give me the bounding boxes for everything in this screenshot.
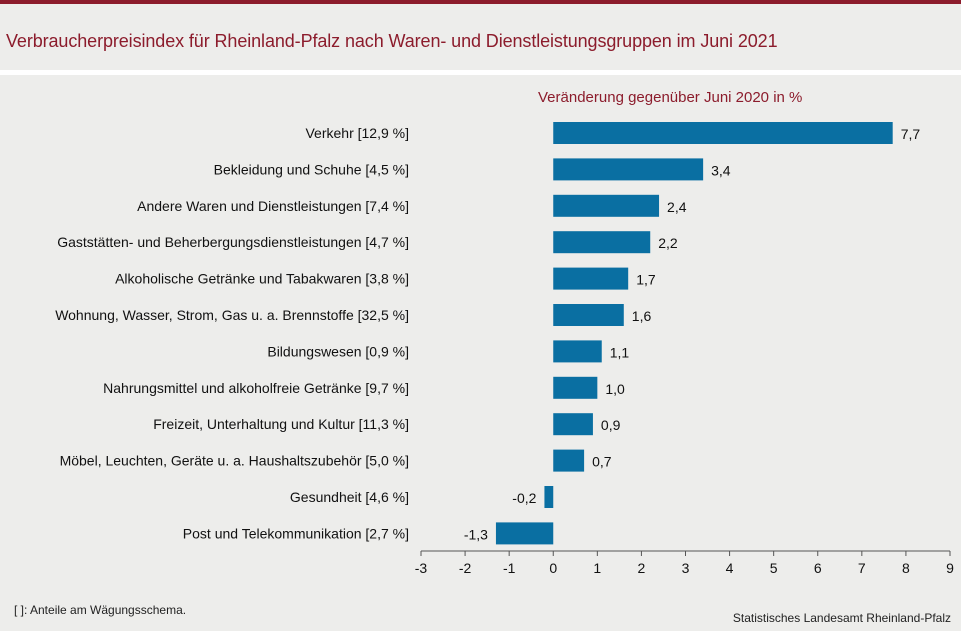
data-label: 1,1: [610, 344, 630, 360]
data-label: 3,4: [711, 162, 731, 178]
x-tick-label: 8: [902, 560, 910, 576]
bar: [553, 231, 651, 254]
x-tick-label: -3: [415, 560, 428, 576]
bar: [553, 122, 893, 144]
category-label: Wohnung, Wasser, Strom, Gas u. a. Brenns…: [55, 307, 409, 323]
bar: [553, 304, 624, 326]
category-label: Möbel, Leuchten, Geräte u. a. Haushaltsz…: [60, 453, 409, 469]
data-label: 0,7: [592, 454, 612, 470]
bar: [553, 413, 593, 436]
x-tick-label: -1: [503, 560, 516, 576]
top-accent-bar: [0, 0, 961, 4]
category-label: Gesundheit [4,6 %]: [290, 489, 409, 505]
x-tick-label: 3: [682, 560, 690, 576]
bar: [495, 522, 554, 545]
data-label: -0,2: [512, 490, 536, 506]
x-tick-label: 6: [814, 560, 822, 576]
data-label: 7,7: [901, 126, 921, 142]
data-label: 0,9: [601, 417, 621, 433]
bar: [553, 340, 602, 363]
x-tick-label: 5: [770, 560, 778, 576]
bar: [553, 267, 629, 290]
x-tick-label: -2: [459, 560, 472, 576]
bar: [553, 376, 598, 399]
bar: [553, 449, 585, 472]
data-label: 1,6: [632, 308, 652, 324]
footnote: [ ]: Anteile am Wägungsschema.: [14, 603, 187, 617]
chart-subtitle: Veränderung gegenüber Juni 2020 in %: [538, 89, 803, 106]
category-label: Alkoholische Getränke und Tabakwaren [3,…: [115, 271, 409, 287]
data-label: -1,3: [464, 526, 488, 542]
chart-title: Verbraucherpreisindex für Rheinland-Pfal…: [6, 31, 778, 51]
category-label: Bildungswesen [0,9 %]: [267, 343, 409, 359]
header: Verbraucherpreisindex für Rheinland-Pfal…: [0, 4, 961, 70]
x-tick-label: 4: [726, 560, 734, 576]
x-tick-label: 9: [946, 560, 954, 576]
x-tick-label: 0: [549, 560, 557, 576]
bar: [553, 194, 660, 217]
category-label: Bekleidung und Schuhe [4,5 %]: [214, 161, 409, 177]
category-label: Freizeit, Unterhaltung und Kultur [11,3 …: [153, 416, 409, 432]
source-credit: Statistisches Landesamt Rheinland-Pfalz: [732, 611, 951, 625]
category-label: Verkehr [12,9 %]: [305, 125, 409, 141]
category-label: Nahrungsmittel und alkoholfreie Getränke…: [103, 380, 409, 396]
data-label: 2,4: [667, 199, 687, 215]
category-label: Post und Telekommunikation [2,7 %]: [183, 525, 409, 541]
bar: [544, 486, 554, 508]
category-label: Gaststätten- und Beherbergungsdienstleis…: [57, 234, 409, 250]
data-label: 1,7: [636, 272, 656, 288]
header-separator: [0, 70, 961, 75]
data-label: 1,0: [605, 381, 625, 397]
category-label: Andere Waren und Dienstleistungen [7,4 %…: [137, 198, 409, 214]
x-tick-label: 2: [638, 560, 646, 576]
data-label: 2,2: [658, 235, 678, 251]
bar: [553, 158, 704, 181]
x-tick-label: 7: [858, 560, 866, 576]
x-tick-label: 1: [593, 560, 601, 576]
